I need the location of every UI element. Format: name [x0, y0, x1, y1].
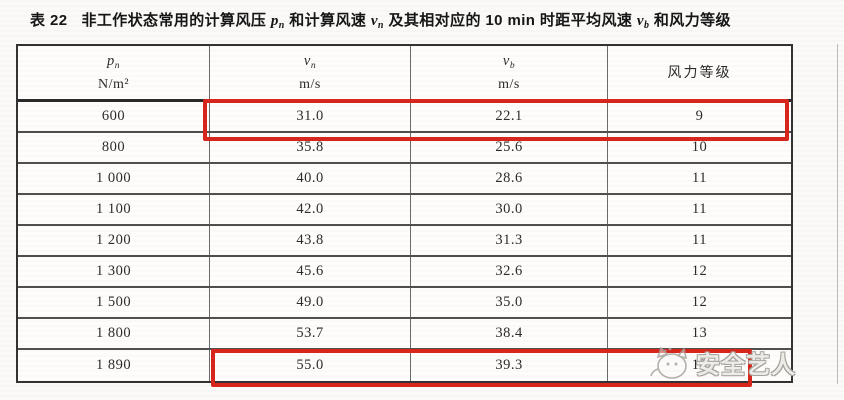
- cell-grade: 13: [691, 325, 708, 341]
- cell-pn: 1 500: [18, 288, 210, 317]
- cell-pn: 1 300: [18, 257, 210, 286]
- table-header-row: pn N/m² vn m/s vb m/s 风力等级: [18, 46, 791, 102]
- cell-vb: 39.3: [411, 350, 608, 381]
- cell-vb: 35.0: [411, 288, 608, 317]
- header-cell-pn: pn N/m²: [18, 46, 210, 99]
- cell-vn: 40.0: [210, 164, 411, 193]
- header-vb-symbol: vb: [502, 52, 516, 71]
- symbol-p: p: [270, 13, 279, 29]
- header-cell-vb: vb m/s: [411, 46, 608, 99]
- table-row: 1 100 42.0 30.0 11: [18, 195, 791, 226]
- table-row: 1 000 40.0 28.6 11: [18, 164, 791, 195]
- cell-pn: 600: [18, 102, 210, 131]
- cell-vb: 22.1: [411, 102, 608, 131]
- cell-grade: 13: [691, 357, 708, 373]
- cell-pn: 1 000: [18, 164, 210, 193]
- cell-vn: 43.8: [210, 226, 411, 255]
- scan-edge-line: [837, 44, 838, 384]
- symbol-vb: v: [636, 13, 644, 29]
- cell-vb: 25.6: [411, 133, 608, 162]
- cell-pn: 800: [18, 133, 210, 162]
- title-text-4: 和风力等级: [649, 12, 731, 29]
- header-cell-grade: 风力等级: [608, 46, 791, 99]
- symbol-p-subscript: n: [278, 20, 285, 31]
- header-vb-unit: m/s: [498, 76, 520, 92]
- cell-vb: 38.4: [411, 319, 608, 348]
- cell-grade: 9: [695, 108, 704, 124]
- header-grade-label: 风力等级: [667, 63, 732, 80]
- cell-pn: 1 200: [18, 226, 210, 255]
- table-row: 800 35.8 25.6 10: [18, 133, 791, 164]
- cell-vn: 45.6: [210, 257, 411, 286]
- cell-grade: 12: [691, 294, 708, 310]
- cell-vb: 28.6: [411, 164, 608, 193]
- table-number: 表 22: [30, 12, 68, 29]
- wind-pressure-table: pn N/m² vn m/s vb m/s 风力等级 600 31.0 22.1…: [16, 44, 793, 383]
- cell-grade: 11: [692, 170, 707, 186]
- cell-pn: 1 800: [18, 319, 210, 348]
- cell-grade: 10: [691, 139, 708, 155]
- cell-vn: 55.0: [210, 350, 411, 381]
- symbol-v-subscript: n: [377, 20, 384, 31]
- cell-grade: 11: [692, 232, 707, 248]
- header-vn-symbol: vn: [303, 52, 317, 71]
- title-text-2: 和计算风速: [284, 12, 371, 29]
- header-pn-symbol: pn: [107, 52, 120, 71]
- cell-vn: 49.0: [210, 288, 411, 317]
- cell-vb: 31.3: [411, 226, 608, 255]
- table-row: 1 890 55.0 39.3 13: [18, 350, 791, 381]
- header-cell-vn: vn m/s: [210, 46, 411, 99]
- cell-pn: 1 100: [18, 195, 210, 224]
- header-pn-unit: N/m²: [97, 76, 130, 92]
- cell-vn: 53.7: [210, 319, 411, 348]
- cell-vn: 35.8: [210, 133, 411, 162]
- symbol-v: v: [370, 13, 378, 29]
- table-row: 1 200 43.8 31.3 11: [18, 226, 791, 257]
- title-text-1: 非工作状态常用的计算风压: [81, 12, 271, 29]
- table-row: 1 800 53.7 38.4 13: [18, 319, 791, 350]
- cell-vb: 30.0: [411, 195, 608, 224]
- cell-grade: 12: [691, 263, 708, 279]
- cell-vb: 32.6: [411, 257, 608, 286]
- cell-grade: 11: [692, 201, 707, 217]
- table-title: 表 22 非工作状态常用的计算风压 pn 和计算风速 vn 及其相对应的 10 m…: [30, 9, 836, 31]
- table-row: 600 31.0 22.1 9: [18, 102, 791, 133]
- cell-pn: 1 890: [18, 350, 210, 381]
- cell-vn: 42.0: [210, 195, 411, 224]
- header-vn-unit: m/s: [299, 76, 321, 92]
- table-row: 1 300 45.6 32.6 12: [18, 257, 791, 288]
- title-text-3: 及其相对应的 10 min 时距平均风速: [383, 12, 637, 29]
- symbol-vb-subscript: b: [643, 20, 650, 31]
- cell-vn: 31.0: [210, 102, 411, 131]
- table-row: 1 500 49.0 35.0 12: [18, 288, 791, 319]
